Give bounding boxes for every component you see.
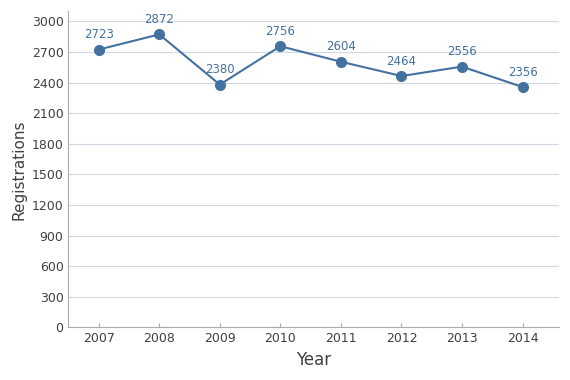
Text: 2556: 2556 <box>447 45 477 58</box>
Text: 2756: 2756 <box>266 25 295 38</box>
Text: 2464: 2464 <box>386 55 417 68</box>
Text: 2356: 2356 <box>508 66 538 79</box>
Text: 2380: 2380 <box>205 63 235 76</box>
Text: 2604: 2604 <box>326 40 356 54</box>
X-axis label: Year: Year <box>296 351 331 369</box>
Y-axis label: Registrations: Registrations <box>11 119 26 220</box>
Text: 2723: 2723 <box>84 28 113 41</box>
Text: 2872: 2872 <box>144 13 174 26</box>
